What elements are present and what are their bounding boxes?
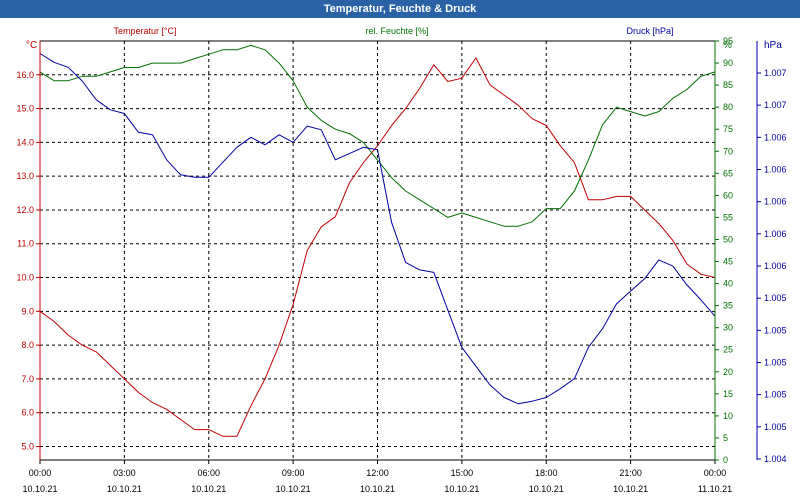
x-tick-time: 09:00 bbox=[282, 468, 305, 478]
temperature-tick-label: 7.0 bbox=[21, 374, 34, 384]
humidity-tick-label: 25 bbox=[723, 345, 733, 355]
humidity-tick-label: 0 bbox=[723, 455, 728, 465]
humidity-line bbox=[39, 44, 716, 227]
humidity-tick-label: 95 bbox=[723, 36, 733, 46]
chart-area: 00:00 10.10.21 03:00 10.10.21 06:00 10.10.21 0… bbox=[16, 26, 786, 494]
pressure-tick-label: 1.006 bbox=[764, 261, 787, 271]
x-tick-date: 10.10.21 bbox=[444, 484, 479, 494]
humidity-tick-label: 90 bbox=[723, 58, 733, 68]
temperature-tick-label: 15.0 bbox=[16, 104, 34, 114]
pressure-tick-label: 1.004 bbox=[764, 454, 787, 464]
pressure-tick-label: 1.006 bbox=[764, 165, 787, 175]
pressure-tick-label: 1.005 bbox=[764, 325, 787, 335]
x-tick-time: 12:00 bbox=[366, 468, 389, 478]
temperature-tick-label: 11.0 bbox=[17, 239, 34, 249]
grid bbox=[39, 40, 716, 461]
x-tick-time: 21:00 bbox=[619, 468, 642, 478]
humidity-tick-label: 55 bbox=[723, 212, 733, 222]
x-tick-date: 10.10.21 bbox=[360, 484, 395, 494]
humidity-tick-label: 15 bbox=[723, 389, 733, 399]
temperature-tick-label: 8.0 bbox=[21, 340, 34, 350]
humidity-tick-label: 60 bbox=[723, 190, 733, 200]
pressure-tick-label: 1.006 bbox=[764, 132, 787, 142]
axes bbox=[36, 40, 761, 464]
humidity-tick-label: 85 bbox=[723, 80, 733, 90]
humidity-tick-label: 10 bbox=[723, 411, 733, 421]
humidity-tick-label: 35 bbox=[723, 301, 733, 311]
humidity-tick-label: 80 bbox=[723, 102, 733, 112]
chart-title: Temperatur, Feuchte & Druck bbox=[0, 0, 800, 18]
temperature-tick-label: 10.0 bbox=[16, 273, 34, 283]
x-tick-time: 03:00 bbox=[113, 468, 136, 478]
x-tick-time: 15:00 bbox=[451, 468, 474, 478]
temperature-tick-label: 16.0 bbox=[16, 70, 34, 80]
humidity-tick-label: 75 bbox=[723, 124, 733, 134]
pressure-tick-label: 1.005 bbox=[764, 422, 787, 432]
temperature-tick-label: 6.0 bbox=[21, 408, 34, 418]
series-name: Temperatur [°C] bbox=[113, 26, 176, 36]
x-tick-date: 10.10.21 bbox=[529, 484, 564, 494]
temperature-tick-label: 13.0 bbox=[16, 171, 34, 181]
x-tick-time: 06:00 bbox=[197, 468, 220, 478]
pressure-tick-label: 1.005 bbox=[764, 293, 787, 303]
humidity-tick-label: 5 bbox=[723, 433, 728, 443]
temperature-tick-label: 9.0 bbox=[21, 306, 34, 316]
humidity-tick-label: 70 bbox=[723, 146, 733, 156]
temperature-tick-label: 12.0 bbox=[16, 205, 34, 215]
humidity-tick-label: 45 bbox=[723, 257, 733, 267]
pressure-line bbox=[39, 53, 716, 405]
x-tick-date: 10.10.21 bbox=[276, 484, 311, 494]
pressure-tick-label: 1.005 bbox=[764, 358, 787, 368]
x-tick-time: 00:00 bbox=[704, 468, 727, 478]
temperature-line bbox=[39, 57, 716, 437]
x-tick-date: 11.10.21 bbox=[698, 484, 732, 494]
x-tick-date: 10.10.21 bbox=[191, 484, 226, 494]
x-tick-date: 10.10.21 bbox=[22, 484, 57, 494]
humidity-tick-label: 20 bbox=[723, 367, 733, 377]
temperature-tick-label: 14.0 bbox=[16, 137, 34, 147]
series-lines bbox=[39, 44, 716, 437]
series-name: rel. Feuchte [%] bbox=[365, 26, 428, 36]
humidity-tick-label: 50 bbox=[723, 234, 733, 244]
x-tick-time: 18:00 bbox=[535, 468, 558, 478]
axis-labels: 00:00 10.10.21 03:00 10.10.21 06:00 10.10.21 0… bbox=[16, 26, 786, 494]
humidity-tick-label: 65 bbox=[723, 168, 733, 178]
humidity-unit: % bbox=[723, 40, 732, 51]
pressure-tick-label: 1.007 bbox=[764, 68, 787, 78]
x-tick-time: 00:00 bbox=[29, 468, 52, 478]
pressure-tick-label: 1.007 bbox=[764, 100, 787, 110]
pressure-unit: hPa bbox=[764, 40, 782, 51]
temperature-tick-label: 5.0 bbox=[21, 441, 34, 451]
humidity-tick-label: 30 bbox=[723, 323, 733, 333]
temperature-unit: °C bbox=[26, 40, 37, 51]
x-tick-date: 10.10.21 bbox=[613, 484, 648, 494]
pressure-tick-label: 1.005 bbox=[764, 390, 787, 400]
pressure-tick-label: 1.006 bbox=[764, 229, 787, 239]
humidity-tick-label: 40 bbox=[723, 279, 733, 289]
series-name: Druck [hPa] bbox=[626, 26, 673, 36]
pressure-tick-label: 1.006 bbox=[764, 197, 787, 207]
x-tick-date: 10.10.21 bbox=[107, 484, 142, 494]
